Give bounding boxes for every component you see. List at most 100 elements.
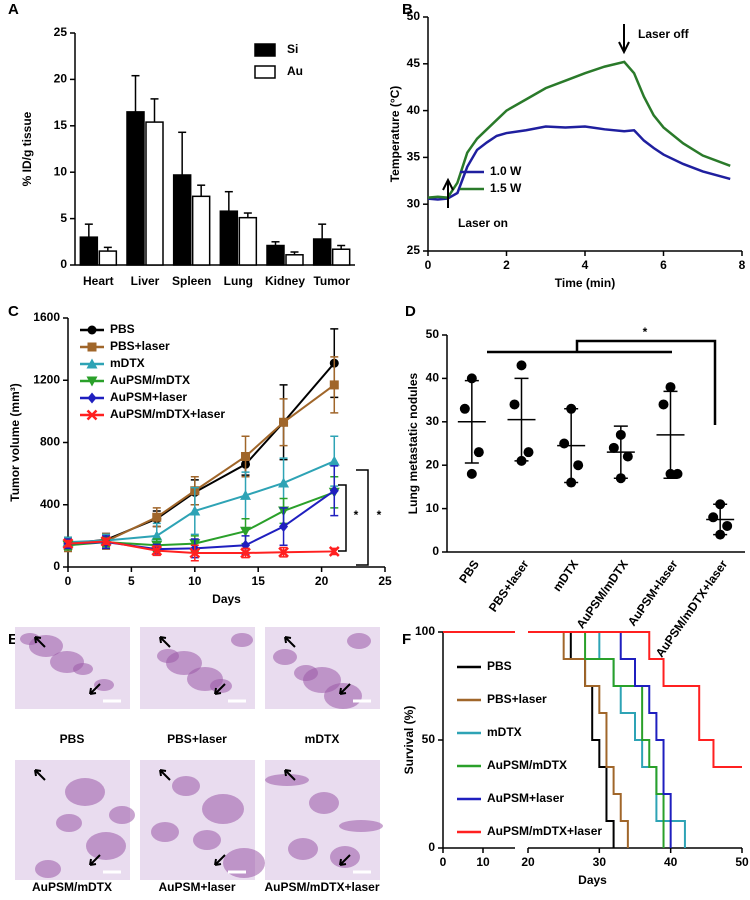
- data-point: [509, 399, 520, 410]
- data-point: [715, 499, 726, 510]
- marker: [279, 417, 289, 427]
- x-tick-label: Kidney: [265, 274, 305, 288]
- x-tick-label: Heart: [83, 274, 114, 288]
- tissue-blob: [309, 792, 339, 814]
- tissue-blob: [303, 667, 341, 693]
- y-axis-label: % ID/g tissue: [20, 111, 34, 186]
- data-point: [523, 447, 534, 458]
- y-tick-label: 20: [54, 72, 68, 86]
- x-tick-label: 0: [425, 258, 432, 272]
- x-tick-label: 0: [440, 855, 447, 869]
- image-caption: AuPSM/mDTX+laser: [264, 880, 379, 894]
- tissue-blob: [151, 822, 179, 842]
- panel-letter: F: [402, 631, 411, 648]
- arrow: [159, 636, 226, 695]
- data-point: [665, 468, 676, 479]
- data-point: [559, 438, 570, 449]
- marker: [151, 545, 163, 557]
- legend-label: PBS: [487, 659, 512, 673]
- marker: [87, 325, 97, 335]
- survival-curve: [443, 631, 615, 848]
- annotation: Laser on: [458, 216, 508, 230]
- x-tick-label: 10: [476, 855, 490, 869]
- legend-label: PBS+laser: [487, 692, 547, 706]
- marker: [241, 452, 251, 462]
- data-point: [672, 468, 683, 479]
- marker: [328, 546, 340, 557]
- y-tick-label: 25: [407, 243, 421, 257]
- x-tick-label: 20: [315, 574, 329, 588]
- x-tick-label: 30: [593, 855, 607, 869]
- survival-curve: [443, 631, 742, 768]
- y-tick-label: 0: [428, 840, 435, 854]
- panel-letter: B: [402, 1, 413, 18]
- histology-image: [265, 627, 380, 709]
- tissue-blob: [86, 832, 126, 860]
- y-tick-label: 35: [407, 150, 421, 164]
- data-point: [722, 520, 733, 531]
- x-tick-label: 8: [739, 258, 746, 272]
- bar: [79, 236, 99, 266]
- marker: [62, 538, 74, 550]
- bar: [172, 174, 192, 266]
- legend-label: AuPSM/mDTX+laser: [110, 407, 225, 421]
- data-point: [516, 360, 527, 371]
- tissue-blob: [330, 846, 360, 868]
- bar: [312, 238, 332, 266]
- y-tick-label: 5: [60, 211, 67, 225]
- data-point: [459, 403, 470, 414]
- tissue-blob: [347, 633, 371, 649]
- y-tick-label: 0: [432, 544, 439, 558]
- series-line: [427, 60, 731, 199]
- data-point: [708, 512, 719, 523]
- histology-image: [15, 627, 130, 709]
- panel-letter: E: [8, 631, 18, 648]
- legend-label: Si: [287, 42, 298, 56]
- arrow: [618, 24, 630, 55]
- legend-label: 1.0 W: [490, 164, 522, 178]
- marker: [240, 526, 252, 537]
- bracket: [338, 484, 347, 552]
- marker: [240, 547, 251, 559]
- y-tick-label: 50: [407, 9, 421, 23]
- tissue-blob: [265, 774, 309, 786]
- marker: [240, 489, 252, 500]
- x-tick-label: 20: [521, 855, 535, 869]
- y-axis-label: Survival (%): [402, 706, 416, 775]
- x-tick-label: 2: [503, 258, 510, 272]
- bar: [266, 244, 285, 266]
- y-axis-label: Lung metastatic nodules: [406, 373, 420, 515]
- bar: [98, 250, 118, 266]
- y-tick-label: 1200: [33, 372, 60, 386]
- annotation: Laser off: [638, 27, 690, 41]
- y-tick-label: 15: [54, 118, 68, 132]
- y-tick-label: 40: [426, 371, 440, 385]
- y-axis-label: Temperature (°C): [388, 86, 402, 183]
- y-tick-label: 25: [54, 25, 68, 39]
- y-tick-label: 400: [40, 497, 60, 511]
- x-tick-label: PBS+laser: [486, 557, 532, 614]
- x-tick-label: 25: [378, 574, 392, 588]
- x-tick-label: AuPSM+laser: [625, 557, 681, 628]
- y-tick-label: 10: [54, 164, 68, 178]
- image-caption: AuPSM+laser: [158, 880, 235, 894]
- x-axis-label: Time (min): [555, 276, 615, 290]
- x-tick-label: AuPSM/mDTX: [574, 558, 631, 632]
- y-axis-label: Tumor volume (mm³): [8, 383, 22, 501]
- panel-letter: A: [8, 1, 19, 18]
- marker: [100, 535, 112, 547]
- marker: [87, 342, 97, 352]
- x-tick-label: 5: [128, 574, 135, 588]
- y-tick-label: 30: [407, 196, 421, 210]
- y-tick-label: 20: [426, 457, 440, 471]
- legend-swatch: [254, 65, 276, 79]
- tissue-blob: [109, 806, 135, 824]
- legend-label: AuPSM/mDTX: [110, 373, 190, 387]
- data-point: [665, 382, 676, 393]
- bar: [219, 210, 239, 266]
- marker: [279, 521, 289, 533]
- x-tick-label: Spleen: [172, 274, 211, 288]
- x-tick-label: Liver: [131, 274, 160, 288]
- y-tick-label: 45: [407, 56, 421, 70]
- tissue-blob: [288, 838, 318, 860]
